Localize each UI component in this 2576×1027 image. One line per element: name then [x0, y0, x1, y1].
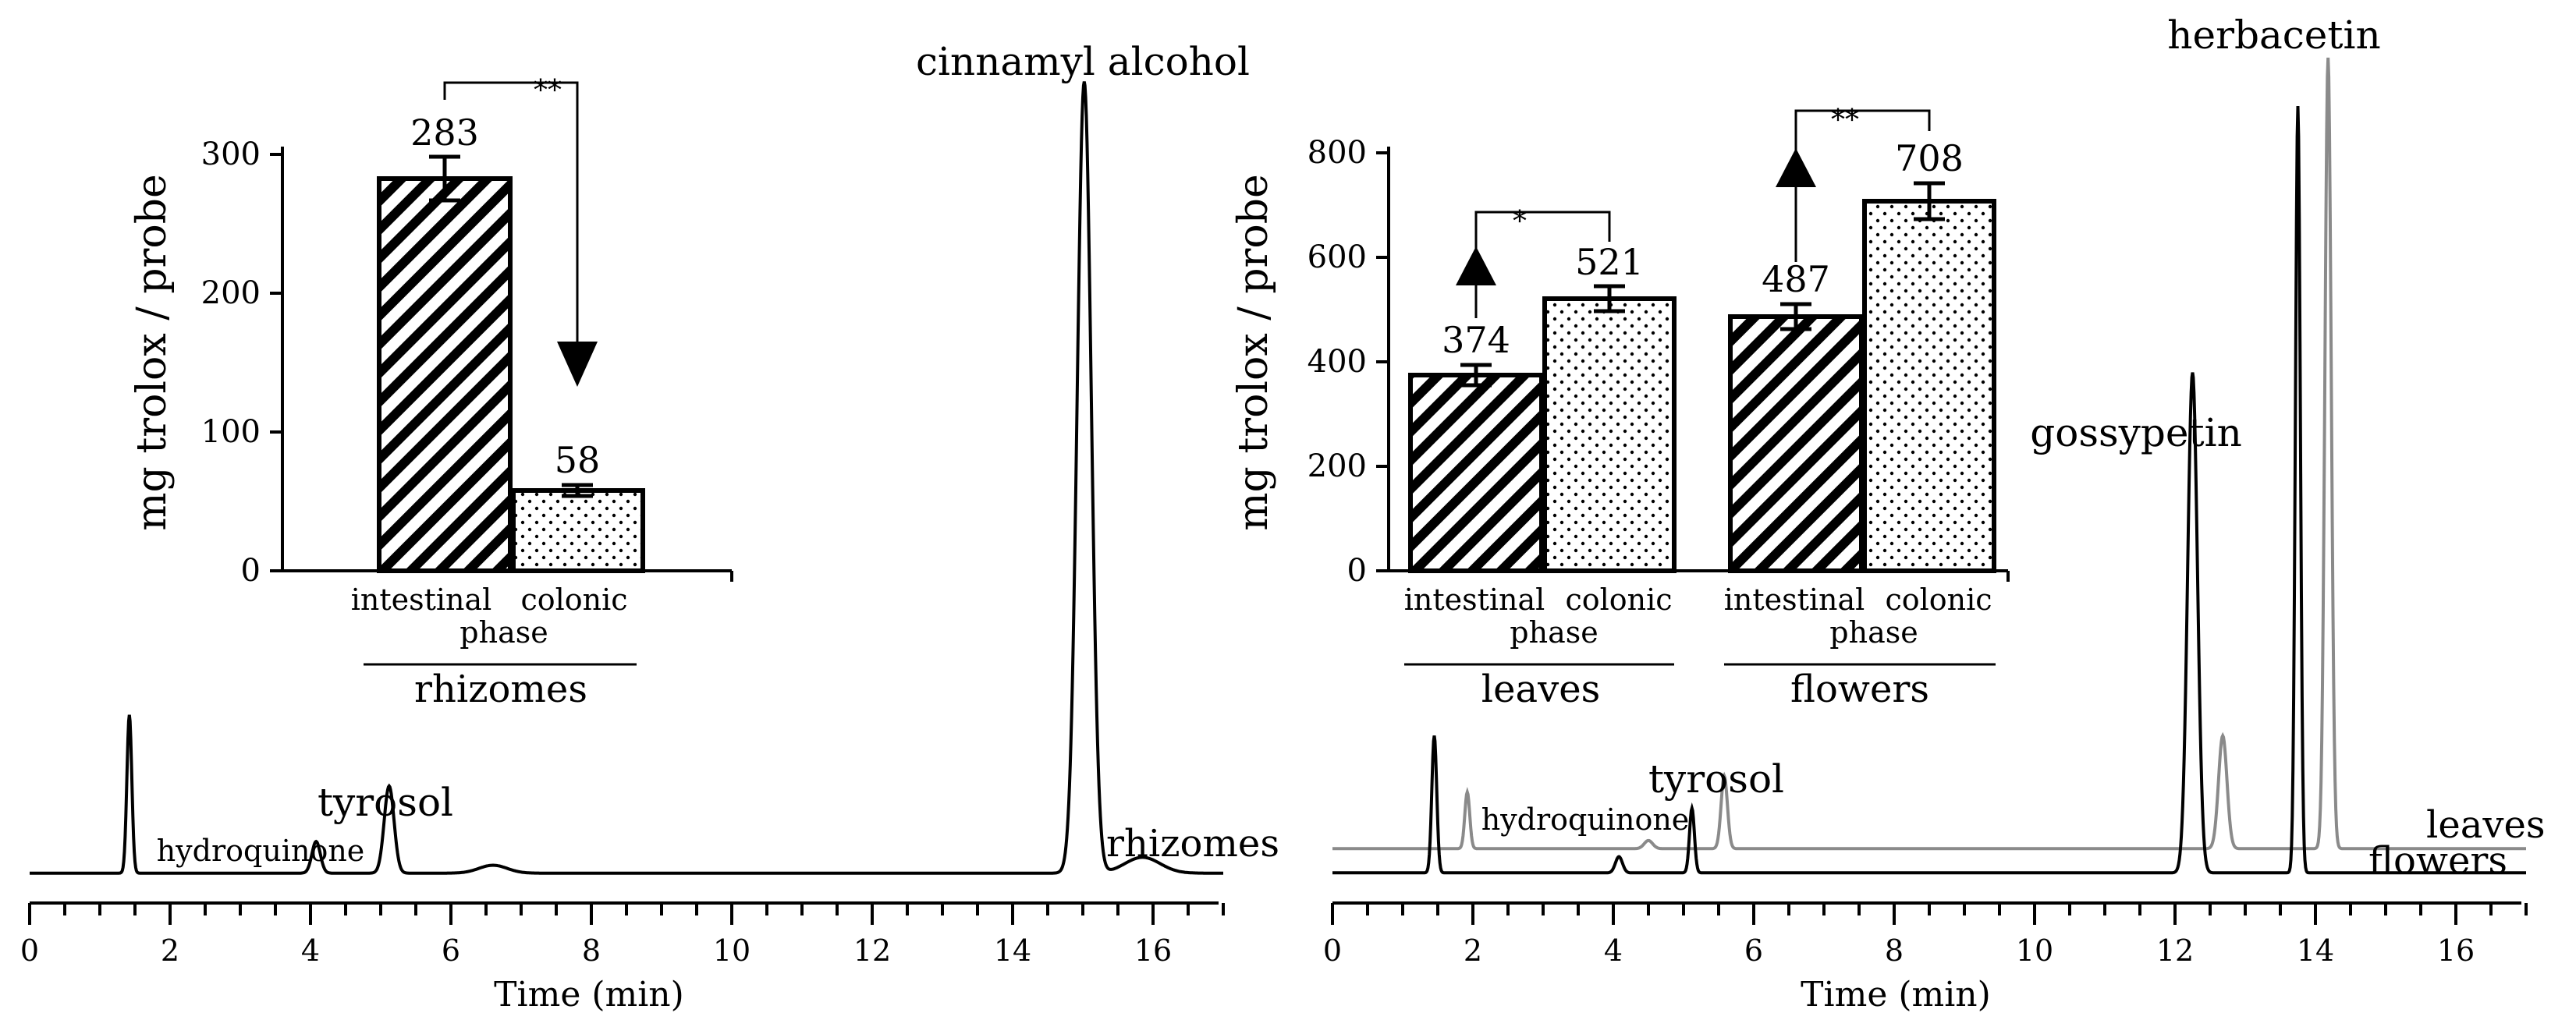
down-arrow-icon	[557, 342, 598, 387]
category-label-intestinal: intestinal	[1724, 583, 1865, 617]
error-bar-rhizomes-colonic	[562, 483, 593, 498]
series-label-leaves: leaves	[2426, 803, 2546, 847]
y-tick-label: 300	[201, 136, 261, 172]
significance-bracket	[443, 81, 579, 342]
chromatogram-right: 0 2 4 6 8 10 12 14 16 Time (min) herbace…	[1323, 12, 2546, 1015]
error-bar-rhizomes-intestinal	[429, 154, 460, 203]
x-tick-label: 8	[1885, 933, 1904, 968]
data-label: 374	[1442, 319, 1510, 361]
x-tick-label: 14	[994, 933, 1031, 968]
peak-label-gossypetin: gossypetin	[2030, 410, 2242, 455]
bar-rhizomes-intestinal	[377, 176, 513, 573]
category-label-intestinal: intestinal	[351, 583, 492, 617]
error-bar-leaves-intestinal	[1460, 363, 1492, 388]
category-label-colonic: colonic	[1565, 583, 1672, 617]
y-tick-label: 100	[201, 414, 261, 450]
trace-leaves	[1332, 57, 2526, 851]
x-tick-label: 2	[161, 933, 179, 968]
peak-label-cinnamyl-alcohol: cinnamyl alcohol	[916, 39, 1250, 84]
data-label: 708	[1895, 137, 1964, 179]
group-label-flowers: flowers	[1790, 668, 1929, 711]
trace-flowers	[1332, 106, 2526, 875]
group-label-leaves: leaves	[1481, 668, 1601, 711]
peak-label-tyrosol: tyrosol	[1648, 756, 1784, 802]
category-caption-phase: phase	[1510, 615, 1598, 650]
y-tick-label: 400	[1308, 344, 1367, 380]
bar-inset-leaves-flowers: 0 200 400 600 800 mg trolox / probe	[1230, 104, 2010, 711]
significance-stars-flowers: **	[1831, 104, 1859, 136]
x-tick-label: 16	[2437, 933, 2475, 968]
x-tick-labels-right: 0 2 4 6 8 10 12 14 16	[1323, 933, 2475, 968]
series-label-flowers: flowers	[2368, 839, 2507, 883]
x-tick-label: 16	[1134, 933, 1172, 968]
peak-label-hydroquinone: hydroquinone	[1481, 802, 1690, 837]
x-tick-label: 6	[442, 933, 460, 968]
bar-leaves-colonic	[1542, 296, 1677, 573]
x-tick-label: 10	[2016, 933, 2053, 968]
data-label: 58	[555, 439, 601, 481]
y-tick-label: 0	[241, 553, 261, 589]
bar-flowers-colonic	[1862, 199, 1996, 573]
y-tick-label: 200	[1308, 448, 1367, 484]
series-label-rhizomes: rhizomes	[1106, 822, 1279, 866]
x-ticks-right	[1331, 903, 2528, 925]
data-label: 521	[1575, 241, 1644, 283]
data-label: 487	[1762, 258, 1830, 300]
y-axis-title: mg trolox / probe	[129, 174, 176, 531]
chromatogram-left: 0 2 4 6 8 10 12 14 16 Time (min) cinnamy…	[20, 39, 1279, 1015]
data-label: 283	[410, 112, 479, 154]
x-tick-label: 12	[853, 933, 891, 968]
x-ticks-left	[28, 903, 1225, 925]
category-label-intestinal: intestinal	[1404, 583, 1545, 617]
error-bar-leaves-colonic	[1594, 284, 1625, 313]
up-arrow-icon	[1776, 148, 1816, 187]
bar-inset-rhizomes: 0 100 200 300 mg trolox / probe 283 58 *…	[129, 75, 733, 711]
peak-label-herbacetin: herbacetin	[2167, 12, 2380, 58]
error-bar-flowers-intestinal	[1780, 302, 1811, 331]
y-tick-label: 800	[1308, 135, 1367, 171]
category-caption-phase: phase	[1829, 615, 1918, 650]
significance-stars-leaves: *	[1513, 206, 1527, 238]
bar-rhizomes-colonic	[511, 488, 645, 573]
y-axis-title: mg trolox / probe	[1230, 174, 1277, 531]
x-tick-label: 4	[1604, 933, 1623, 968]
bar-flowers-intestinal	[1728, 314, 1864, 573]
x-tick-label: 0	[20, 933, 39, 968]
x-axis-title: Time (min)	[1801, 975, 1991, 1015]
x-tick-label: 0	[1323, 933, 1342, 968]
group-label-rhizomes: rhizomes	[414, 668, 587, 711]
peak-label-tyrosol: tyrosol	[318, 780, 453, 825]
x-tick-label: 2	[1464, 933, 1482, 968]
x-tick-label: 12	[2156, 933, 2194, 968]
error-bar-flowers-colonic	[1914, 181, 1945, 221]
trace-rhizomes	[30, 81, 1223, 875]
x-tick-label: 8	[582, 933, 601, 968]
x-tick-label: 4	[301, 933, 320, 968]
x-axis-title: Time (min)	[494, 975, 684, 1015]
up-arrow-icon	[1456, 246, 1496, 285]
y-tick-label: 600	[1308, 239, 1367, 275]
x-tick-label: 14	[2297, 933, 2334, 968]
category-label-colonic: colonic	[1885, 583, 1992, 617]
category-label-colonic: colonic	[520, 583, 627, 617]
category-caption-phase: phase	[459, 615, 548, 650]
x-tick-label: 10	[713, 933, 750, 968]
x-tick-labels-left: 0 2 4 6 8 10 12 14 16	[20, 933, 1172, 968]
significance-stars: **	[534, 75, 562, 107]
y-tick-label: 0	[1347, 553, 1367, 589]
peak-label-hydroquinone: hydroquinone	[157, 834, 365, 868]
x-tick-label: 6	[1744, 933, 1763, 968]
bar-leaves-intestinal	[1408, 373, 1544, 573]
y-tick-label: 200	[201, 275, 261, 311]
